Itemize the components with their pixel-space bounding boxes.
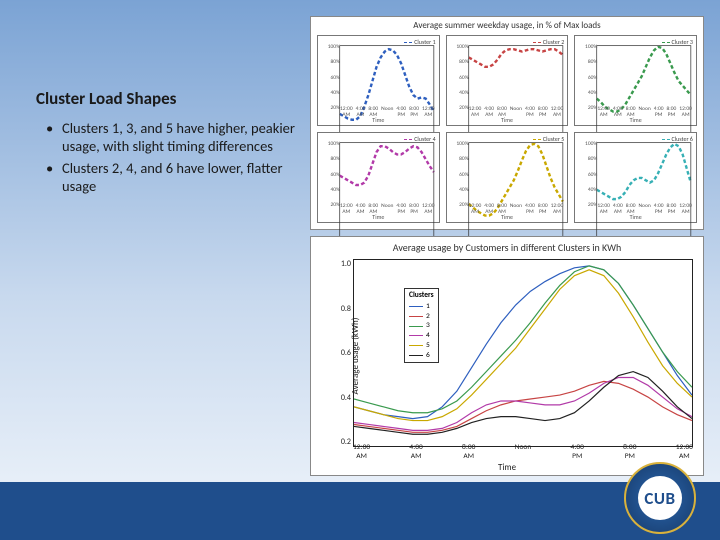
bottom-legend: Clusters 123456 bbox=[404, 288, 439, 363]
mini-xlabel: Time bbox=[318, 116, 439, 124]
bottom-plot-area: Clusters 123456 bbox=[353, 259, 693, 447]
mini-legend: Cluster 3 bbox=[662, 38, 693, 46]
legend-row: 2 bbox=[409, 312, 434, 322]
legend-row: 1 bbox=[409, 302, 434, 312]
mini-yticks: 100%80%60%40%20% bbox=[326, 141, 340, 208]
legend-row: 3 bbox=[409, 321, 434, 331]
mini-yticks: 100%80%60%40%20% bbox=[455, 44, 469, 111]
mini-panel-5: Cluster 5100%80%60%40%20%12:00 AM4:00 AM… bbox=[446, 132, 569, 223]
mini-xlabel: Time bbox=[447, 116, 568, 124]
mini-legend: Cluster 1 bbox=[404, 38, 435, 46]
logo-text: CUB bbox=[644, 488, 675, 509]
bottom-yticks: 1.00.80.60.40.2 bbox=[331, 259, 351, 447]
mini-legend: Cluster 2 bbox=[533, 38, 564, 46]
bullet-item: Clusters 2, 4, and 6 have lower, flatter… bbox=[46, 159, 306, 195]
text-block: Cluster Load Shapes Clusters 1, 3, and 5… bbox=[36, 88, 306, 200]
mini-legend: Cluster 6 bbox=[662, 135, 693, 143]
mini-grid: Cluster 1100%80%60%40%20%12:00 AM4:00 AM… bbox=[317, 35, 697, 223]
cub-logo: CUB bbox=[624, 462, 696, 534]
mini-xlabel: Time bbox=[447, 213, 568, 221]
bottom-chart-panel: Average usage by Customers in different … bbox=[310, 236, 704, 476]
mini-yticks: 100%80%60%40%20% bbox=[326, 44, 340, 111]
mini-legend: Cluster 5 bbox=[533, 135, 564, 143]
legend-row: 5 bbox=[409, 341, 434, 351]
mini-panel-6: Cluster 6100%80%60%40%20%12:00 AM4:00 AM… bbox=[574, 132, 697, 223]
slide-title: Cluster Load Shapes bbox=[36, 88, 306, 109]
bottom-xticks: 12:00 AM4:00 AM8:00 AMNoon4:00 PM8:00 PM… bbox=[353, 443, 693, 461]
mini-yticks: 100%80%60%40%20% bbox=[583, 141, 597, 208]
mini-xlabel: Time bbox=[318, 213, 439, 221]
bullet-list: Clusters 1, 3, and 5 have higher, peakie… bbox=[36, 119, 306, 196]
legend-header: Clusters bbox=[409, 291, 434, 301]
mini-panel-4: Cluster 4100%80%60%40%20%12:00 AM4:00 AM… bbox=[317, 132, 440, 223]
legend-row: 4 bbox=[409, 331, 434, 341]
mini-legend: Cluster 4 bbox=[404, 135, 435, 143]
mini-panel-3: Cluster 3100%80%60%40%20%12:00 AM4:00 AM… bbox=[574, 35, 697, 126]
bottom-chart-title: Average usage by Customers in different … bbox=[311, 241, 703, 254]
legend-row: 6 bbox=[409, 351, 434, 361]
mini-panel-2: Cluster 2100%80%60%40%20%12:00 AM4:00 AM… bbox=[446, 35, 569, 126]
mini-xlabel: Time bbox=[575, 213, 696, 221]
top-chart-title: Average summer weekday usage, in % of Ma… bbox=[311, 20, 703, 31]
slide: Cluster Load Shapes Clusters 1, 3, and 5… bbox=[0, 0, 720, 540]
footer-bar bbox=[0, 482, 720, 540]
mini-yticks: 100%80%60%40%20% bbox=[583, 44, 597, 111]
charts-area: Average summer weekday usage, in % of Ma… bbox=[310, 16, 704, 476]
mini-xlabel: Time bbox=[575, 116, 696, 124]
mini-panel-1: Cluster 1100%80%60%40%20%12:00 AM4:00 AM… bbox=[317, 35, 440, 126]
bullet-item: Clusters 1, 3, and 5 have higher, peakie… bbox=[46, 119, 306, 155]
mini-yticks: 100%80%60%40%20% bbox=[455, 141, 469, 208]
top-chart-panel: Average summer weekday usage, in % of Ma… bbox=[310, 16, 704, 230]
logo-inner: CUB bbox=[638, 476, 682, 520]
